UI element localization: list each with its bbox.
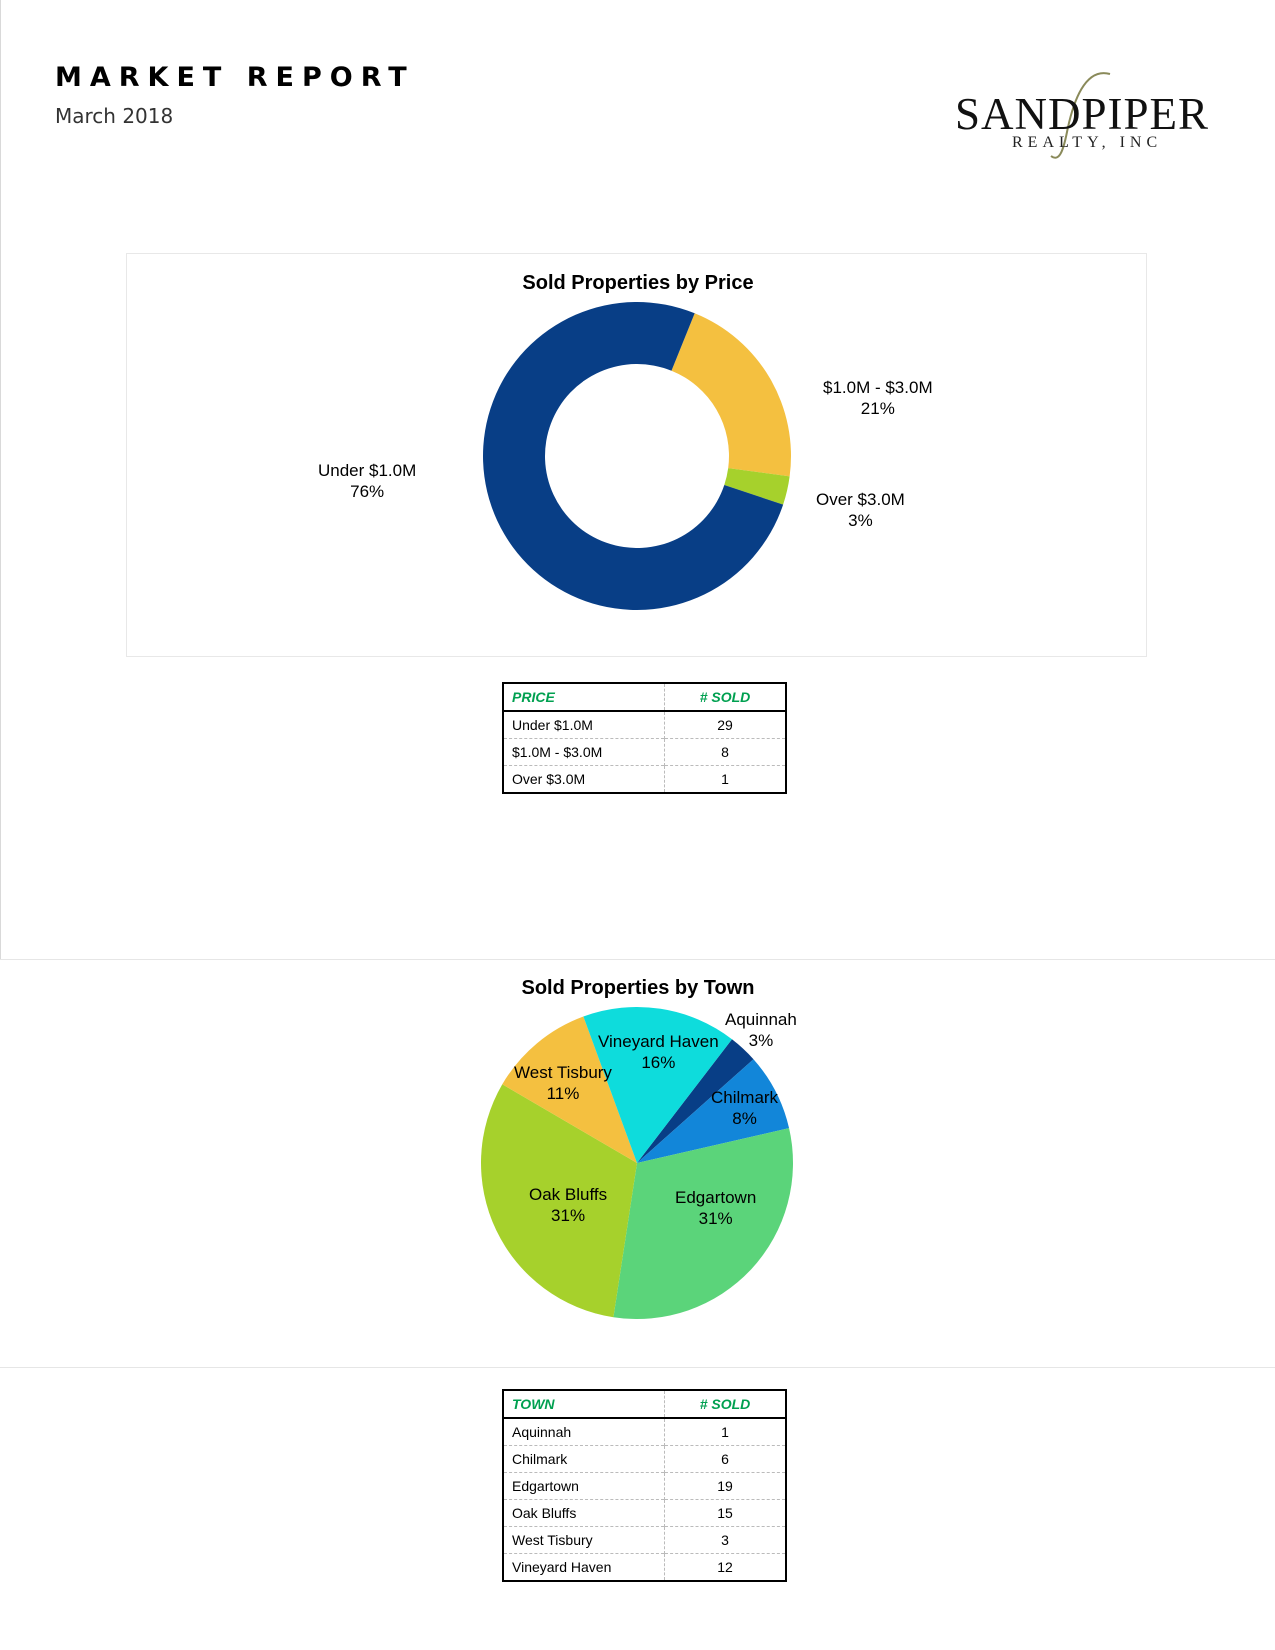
price-label-over-3m-pct: 3% bbox=[848, 511, 873, 530]
town-label-chilmark-name: Chilmark bbox=[711, 1088, 779, 1107]
town-label-edgartown-pct: 31% bbox=[698, 1209, 733, 1228]
price-label-under-1m-name: Under $1.0M bbox=[318, 461, 417, 480]
section-divider bbox=[0, 959, 1275, 960]
town-label-edgartown-name: Edgartown bbox=[675, 1188, 757, 1207]
table-row: Under $1.0M 29 bbox=[503, 710, 786, 739]
town-table: TOWN # SOLD Aquinnah 1 Chilmark 6 Edgart… bbox=[502, 1389, 787, 1582]
price-label-over-3m-name: Over $3.0M bbox=[816, 490, 905, 509]
town-label-aquinnah-name: Aquinnah bbox=[725, 1010, 797, 1029]
table-header-row: PRICE # SOLD bbox=[503, 683, 786, 712]
price-chart-title: Sold Properties by Price bbox=[522, 272, 754, 294]
price-label-under-1m-pct: 76% bbox=[350, 482, 385, 501]
town-slice-chilmark bbox=[637, 1059, 790, 1163]
price-label-1m-3m: $1.0M - $3.0M 21% bbox=[823, 377, 933, 419]
price-label-1m-3m-pct: 21% bbox=[860, 399, 895, 418]
section-divider bbox=[0, 1367, 1275, 1368]
table-cell: Chilmark bbox=[503, 1445, 665, 1473]
report-title: MARKET REPORT bbox=[55, 62, 415, 93]
table-cell: 8 bbox=[664, 738, 786, 766]
town-label-vineyard-haven-pct: 16% bbox=[641, 1053, 676, 1072]
price-label-over-3m: Over $3.0M 3% bbox=[816, 489, 905, 531]
table-row: Aquinnah 1 bbox=[503, 1417, 786, 1446]
price-slice-under-1-0m bbox=[483, 302, 784, 610]
table-cell: 29 bbox=[664, 710, 786, 739]
logo-sub-text: REALTY, INC bbox=[1012, 134, 1163, 151]
town-column-header: TOWN bbox=[503, 1390, 665, 1419]
town-label-aquinnah: Aquinnah 3% bbox=[725, 1009, 797, 1051]
table-cell: 6 bbox=[664, 1445, 786, 1473]
town-label-west-tisbury-pct: 11% bbox=[546, 1084, 580, 1103]
table-cell: West Tisbury bbox=[503, 1526, 665, 1554]
town-slice-west-tisbury bbox=[502, 1016, 637, 1163]
town-label-vineyard-haven: Vineyard Haven 16% bbox=[598, 1031, 719, 1073]
town-label-oak-bluffs: Oak Bluffs 31% bbox=[529, 1184, 607, 1226]
table-cell: $1.0M - $3.0M bbox=[503, 738, 665, 766]
town-label-chilmark: Chilmark 8% bbox=[711, 1087, 778, 1129]
town-label-west-tisbury: West Tisbury 11% bbox=[514, 1062, 612, 1104]
table-cell: 3 bbox=[664, 1526, 786, 1554]
town-chart-title: Sold Properties by Town bbox=[521, 977, 755, 999]
town-slice-aquinnah bbox=[637, 1039, 754, 1163]
table-cell: Edgartown bbox=[503, 1472, 665, 1500]
table-cell: 15 bbox=[664, 1499, 786, 1527]
town-label-chilmark-pct: 8% bbox=[732, 1109, 757, 1128]
table-header-row: TOWN # SOLD bbox=[503, 1390, 786, 1419]
town-pie-chart bbox=[480, 1007, 793, 1319]
table-cell: Over $3.0M bbox=[503, 765, 665, 793]
table-row: Over $3.0M 1 bbox=[503, 765, 786, 793]
sold-column-header: # SOLD bbox=[664, 683, 786, 712]
table-cell: 1 bbox=[664, 765, 786, 793]
town-label-oak-bluffs-name: Oak Bluffs bbox=[529, 1185, 608, 1204]
price-label-under-1m: Under $1.0M 76% bbox=[318, 460, 416, 502]
town-label-west-tisbury-name: West Tisbury bbox=[514, 1063, 612, 1082]
price-chart-frame bbox=[126, 253, 1147, 657]
report-date: March 2018 bbox=[55, 104, 174, 128]
town-label-aquinnah-pct: 3% bbox=[748, 1031, 774, 1050]
price-column-header: PRICE bbox=[503, 683, 665, 712]
price-slice-over-3-0m bbox=[724, 468, 790, 505]
table-row: Vineyard Haven 12 bbox=[503, 1553, 786, 1581]
sold-column-header: # SOLD bbox=[664, 1390, 786, 1419]
page-left-border bbox=[0, 0, 1, 960]
table-cell: 1 bbox=[664, 1417, 786, 1446]
table-row: Oak Bluffs 15 bbox=[503, 1499, 786, 1527]
table-cell: Aquinnah bbox=[503, 1417, 665, 1446]
table-cell: Under $1.0M bbox=[503, 710, 665, 739]
town-label-edgartown: Edgartown 31% bbox=[675, 1187, 756, 1229]
price-table: PRICE # SOLD Under $1.0M 29 $1.0M - $3.0… bbox=[502, 682, 787, 794]
table-cell: Oak Bluffs bbox=[503, 1499, 665, 1527]
town-label-vineyard-haven-name: Vineyard Haven bbox=[598, 1032, 719, 1051]
table-row: $1.0M - $3.0M 8 bbox=[503, 738, 786, 766]
logo-main-text: SANDPIPER bbox=[955, 89, 1210, 139]
table-cell: 12 bbox=[664, 1553, 786, 1581]
sandpiper-logo: SANDPIPER REALTY, INC bbox=[955, 62, 1225, 162]
price-slice-1-0m-3-0m bbox=[671, 313, 792, 477]
price-donut-chart bbox=[483, 302, 792, 610]
town-label-oak-bluffs-pct: 31% bbox=[551, 1206, 586, 1225]
table-cell: Vineyard Haven bbox=[503, 1553, 665, 1581]
town-slice-oak-bluffs bbox=[480, 1084, 637, 1318]
table-cell: 19 bbox=[664, 1472, 786, 1500]
table-row: West Tisbury 3 bbox=[503, 1526, 786, 1554]
logo-swash-icon bbox=[1050, 72, 1111, 159]
town-slice-vineyard-haven bbox=[583, 1007, 732, 1163]
town-slice-edgartown bbox=[613, 1128, 793, 1319]
price-label-1m-3m-name: $1.0M - $3.0M bbox=[823, 378, 933, 397]
table-row: Edgartown 19 bbox=[503, 1472, 786, 1500]
table-row: Chilmark 6 bbox=[503, 1445, 786, 1473]
